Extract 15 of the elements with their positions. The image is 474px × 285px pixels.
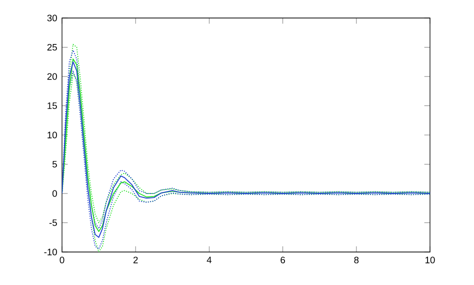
y-tick-label: 0	[52, 190, 57, 197]
y-tick-label: 25	[47, 44, 57, 51]
y-tick-label: 10	[48, 132, 57, 138]
x-tick-label: 4	[206, 256, 212, 264]
x-tick-label: 6	[280, 256, 285, 264]
y-tick-label: -5	[49, 219, 57, 226]
y-tick-label: 20	[47, 73, 57, 80]
y-tick-label: 30	[47, 14, 57, 22]
y-tick-label: 5	[52, 160, 57, 168]
x-tick-label: 8	[354, 256, 359, 264]
y-tick-label: 15	[48, 102, 57, 109]
x-tick-label: 10	[426, 256, 435, 264]
x-tick-label: 2	[133, 256, 138, 264]
x-tick-label: 0	[60, 256, 64, 264]
y-tick-label: -10	[44, 248, 57, 256]
